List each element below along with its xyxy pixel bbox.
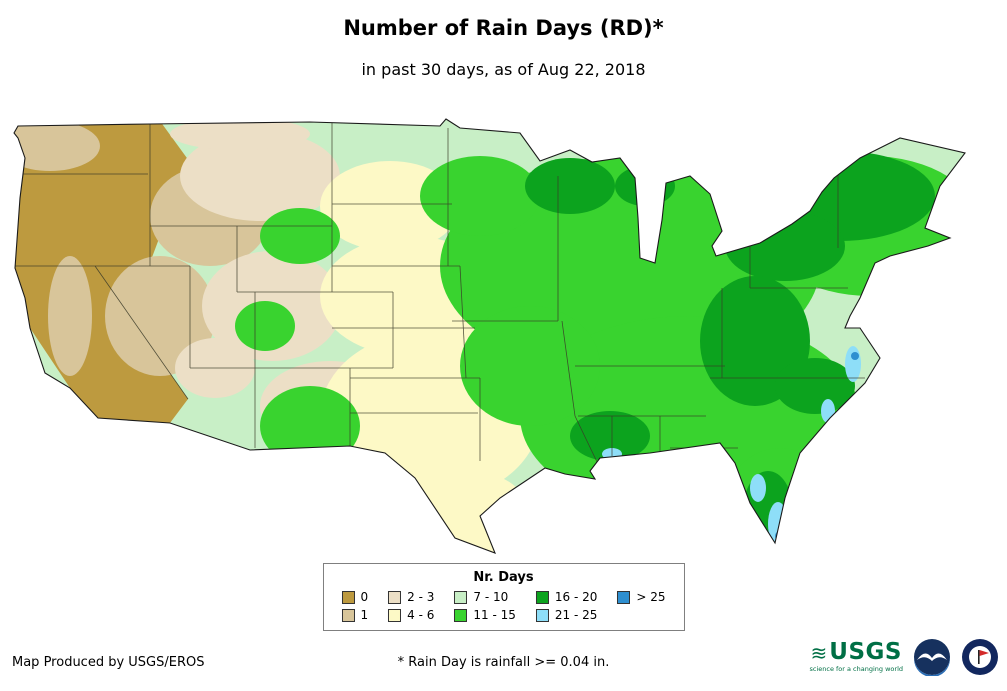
legend-swatch [454, 590, 468, 604]
usgs-logo: ≋ USGS science for a changing world [809, 639, 903, 674]
page-title: Number of Rain Days (RD)* [343, 16, 664, 40]
credit-text: Map Produced by USGS/EROS [12, 655, 205, 670]
legend-grid: 0 2 - 3 7 - 10 16 - 20 > 25 1 [341, 590, 666, 622]
legend-label: 11 - 15 [473, 608, 516, 622]
legend-swatch [388, 590, 402, 604]
legend-label: 16 - 20 [554, 590, 598, 604]
legend-label: 0 [360, 590, 369, 604]
legend-label: 21 - 25 [554, 608, 598, 622]
legend-item: 0 [341, 590, 368, 604]
legend-label: 7 - 10 [473, 590, 509, 604]
legend-item: 16 - 20 [535, 590, 598, 604]
legend-swatch [341, 608, 355, 622]
legend-item: > 25 [617, 590, 666, 604]
legend-label: 1 [360, 608, 369, 622]
usgs-logo-text: USGS [829, 639, 902, 665]
noaa-logo-icon [914, 639, 950, 676]
us-rain-days-map [10, 116, 995, 568]
legend-item: 2 - 3 [388, 590, 434, 604]
legend-swatch [535, 608, 549, 622]
usgs-tagline: science for a changing world [809, 665, 903, 673]
legend-title: Nr. Days [473, 570, 534, 585]
legend-swatch [454, 608, 468, 622]
rain-day-note: * Rain Day is rainfall >= 0.04 in. [397, 655, 610, 670]
map-fill-regions [14, 119, 965, 553]
page-subtitle: in past 30 days, as of Aug 22, 2018 [361, 60, 646, 79]
legend-label: 4 - 6 [407, 608, 435, 622]
legend-box: Nr. Days 0 2 - 3 7 - 10 16 - 20 > 25 [322, 563, 685, 631]
legend-label: 2 - 3 [407, 590, 435, 604]
legend-swatch [341, 590, 355, 604]
nws-logo-icon [962, 639, 998, 675]
legend-swatch [617, 590, 631, 604]
footer-logos: ≋ USGS science for a changing world [809, 638, 999, 676]
legend-item: 7 - 10 [454, 590, 516, 604]
legend-item: 21 - 25 [535, 608, 598, 622]
us-map-svg [13, 118, 966, 554]
legend-item: 1 [341, 608, 368, 622]
legend-item: 11 - 15 [454, 608, 516, 622]
legend-item: 4 - 6 [388, 608, 434, 622]
legend-swatch [388, 608, 402, 622]
usgs-wave-icon: ≋ [810, 640, 828, 665]
state-borders [14, 122, 865, 465]
legend-swatch [535, 590, 549, 604]
legend-item-spacer [617, 608, 665, 622]
legend-label: > 25 [636, 590, 666, 604]
